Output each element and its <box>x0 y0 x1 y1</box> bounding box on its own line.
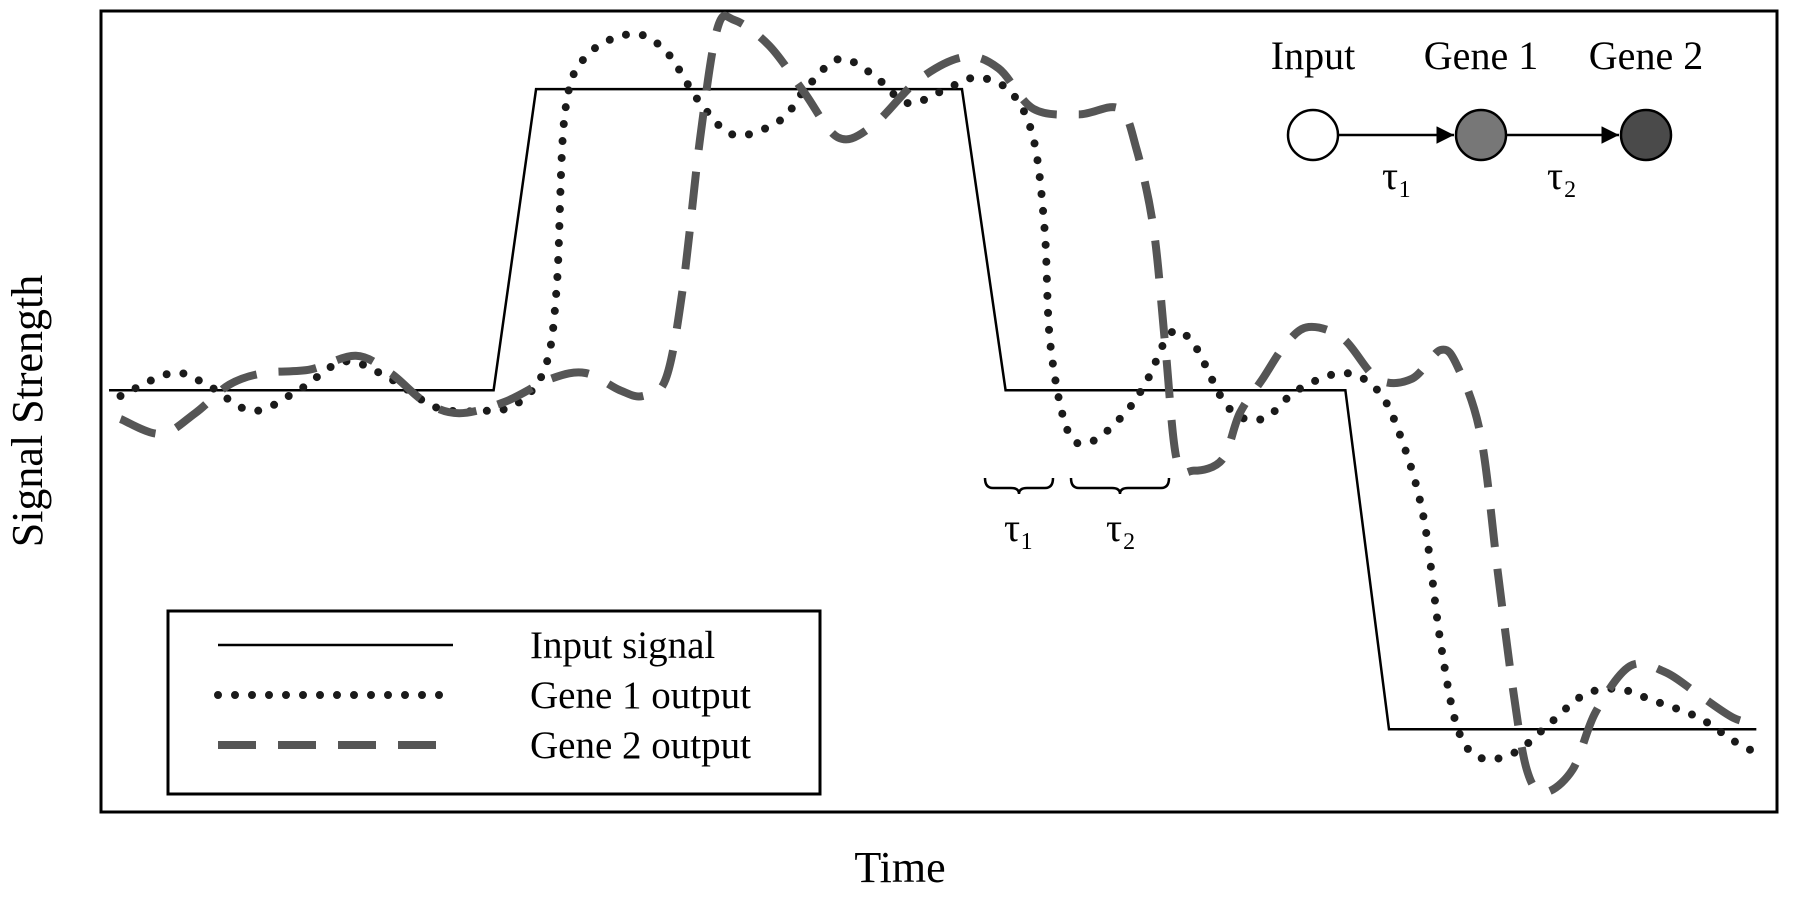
series-line <box>116 29 1767 764</box>
y-axis-label: Signal Strength <box>3 275 52 548</box>
delay-label: τ₁ <box>1004 505 1034 550</box>
legend <box>166 609 822 796</box>
series-line <box>109 87 1757 731</box>
brace <box>1069 477 1171 495</box>
node <box>1619 108 1673 162</box>
node <box>1286 108 1340 162</box>
delay-label: τ₂ <box>1106 505 1136 550</box>
node <box>1454 108 1508 162</box>
legend-entries: Input signal Gene 1 output Gene 2 output <box>214 624 751 767</box>
series-line <box>118 11 1758 797</box>
legend-label: Gene 2 output <box>530 724 751 767</box>
edge-label: τ₁ <box>1382 153 1412 198</box>
legend-label: Gene 1 output <box>530 674 751 717</box>
edge-label: τ₂ <box>1547 153 1577 198</box>
brace <box>983 477 1055 495</box>
plot-area <box>109 11 1767 797</box>
x-axis-label: Time <box>854 843 945 892</box>
node-label: Gene 2 <box>1589 33 1703 78</box>
plot-frame <box>99 9 1779 814</box>
node-label: Gene 1 <box>1424 33 1538 78</box>
legend-label: Input signal <box>530 624 715 667</box>
node-label: Input <box>1271 33 1355 78</box>
delay-braces <box>983 477 1171 495</box>
inset-diagram: Input Gene 1 Gene 2 τ₁ τ₂ <box>1271 33 1703 198</box>
